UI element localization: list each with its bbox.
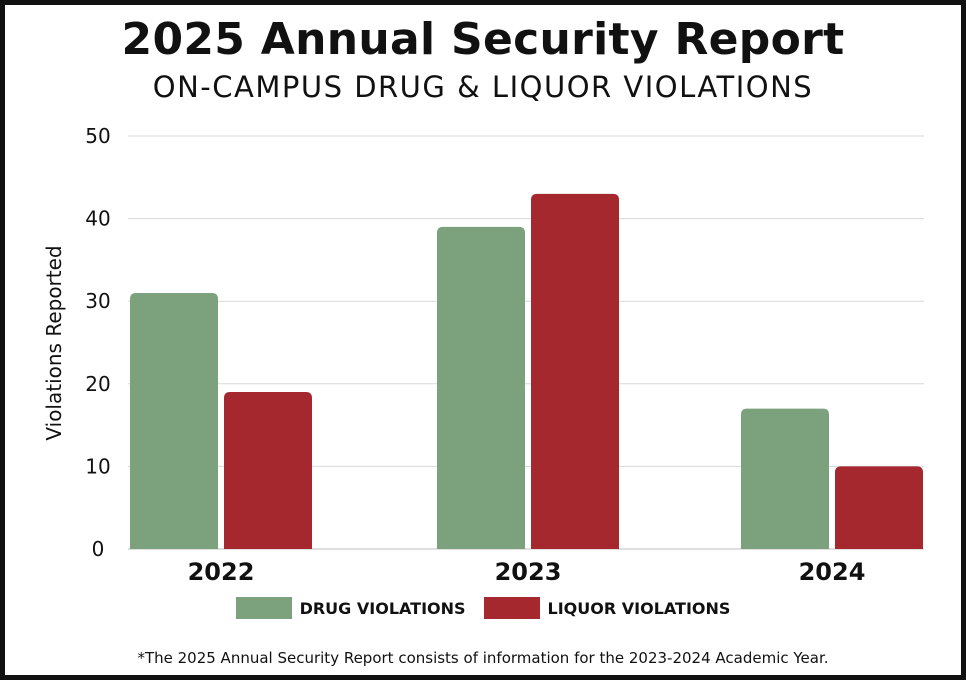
legend-item-liquor: LIQUOR VIOLATIONS — [483, 597, 731, 619]
chart-title: 2025 Annual Security Report — [121, 14, 845, 65]
bar-liquor-2022 — [224, 392, 312, 549]
x-tick-label: 2024 — [799, 558, 866, 586]
y-tick-label: 20 — [85, 372, 110, 396]
y-axis-ticks: 0 10 20 30 40 50 — [85, 124, 110, 561]
bar-drug-2022 — [130, 292, 218, 549]
legend-label-liquor: LIQUOR VIOLATIONS — [547, 598, 731, 618]
bar-drug-2024 — [741, 408, 829, 549]
x-tick-label: 2022 — [188, 558, 255, 586]
legend-item-drug: DRUG VIOLATIONS — [235, 597, 466, 619]
x-tick-label: 2023 — [495, 558, 562, 586]
x-axis-ticks: 2022 2023 2024 — [188, 558, 866, 586]
y-tick-label: 30 — [85, 289, 110, 313]
y-axis-label: Violations Reported — [42, 245, 66, 440]
y-tick-label: 50 — [85, 124, 110, 148]
bar-liquor-2023 — [531, 193, 619, 549]
legend: DRUG VIOLATIONS LIQUOR VIOLATIONS — [0, 597, 966, 619]
chart-subtitle: ON-CAMPUS DRUG & LIQUOR VIOLATIONS — [152, 70, 814, 104]
bar-drug-2023 — [437, 226, 525, 550]
legend-swatch-liquor — [483, 597, 540, 619]
footnote: *The 2025 Annual Security Report consist… — [137, 649, 829, 667]
bar-liquor-2024 — [835, 466, 923, 549]
y-tick-label: 10 — [85, 454, 110, 478]
bars — [130, 193, 923, 550]
y-tick-label: 0 — [92, 537, 105, 561]
y-tick-label: 40 — [85, 207, 110, 231]
legend-label-drug: DRUG VIOLATIONS — [299, 598, 466, 618]
legend-swatch-drug — [235, 597, 292, 619]
